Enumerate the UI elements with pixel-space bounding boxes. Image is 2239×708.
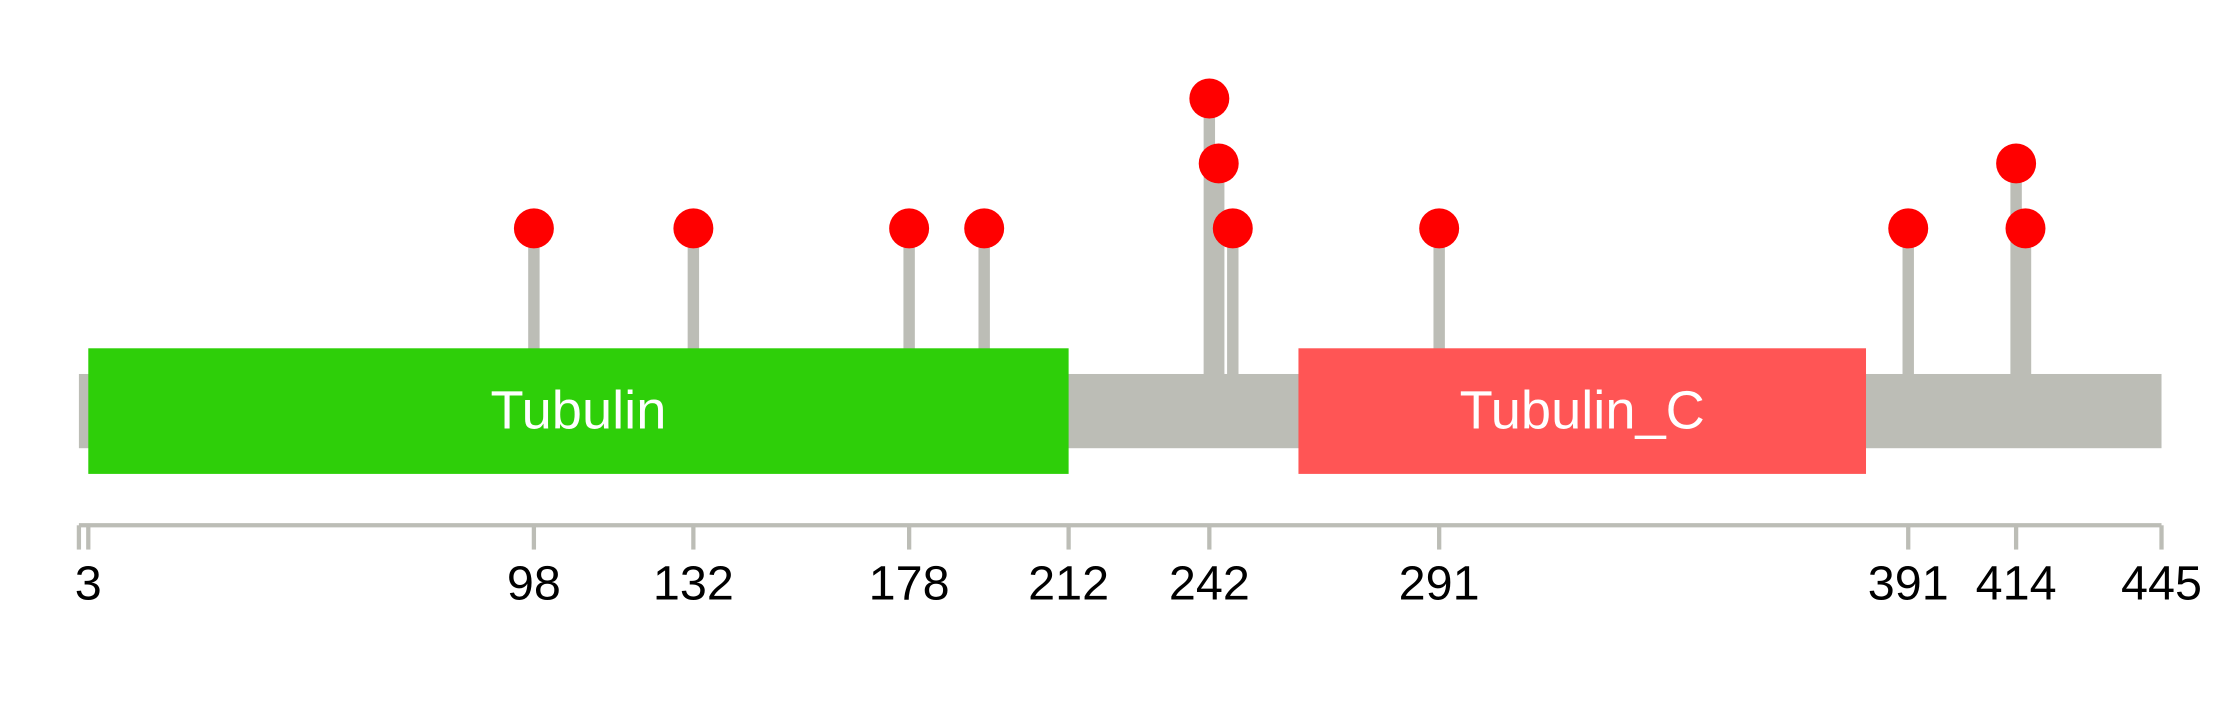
x-tick-label: 212 bbox=[1028, 556, 1109, 610]
lollipop-head bbox=[2005, 208, 2046, 249]
x-tick-label: 178 bbox=[869, 556, 950, 610]
domain bbox=[88, 348, 1069, 474]
x-tick-label: 132 bbox=[653, 556, 734, 610]
x-tick-label: 414 bbox=[1976, 556, 2057, 610]
domain bbox=[1298, 348, 1867, 474]
x-tick-label: 445 bbox=[2121, 556, 2202, 610]
x-tick-label: 98 bbox=[507, 556, 561, 610]
lollipop-head bbox=[889, 208, 930, 249]
domain-label: Tubulin bbox=[491, 380, 667, 440]
lollipop-head bbox=[1189, 78, 1230, 119]
lollipop-head bbox=[1888, 208, 1929, 249]
lollipop-head bbox=[1419, 208, 1460, 249]
lollipop-head bbox=[673, 208, 714, 249]
x-tick-label: 3 bbox=[75, 556, 102, 610]
lollipop-head bbox=[964, 208, 1005, 249]
lollipop-head bbox=[1996, 143, 2037, 184]
x-tick-label: 291 bbox=[1399, 556, 1480, 610]
x-tick-label: 242 bbox=[1169, 556, 1250, 610]
lollipop-head bbox=[1198, 143, 1239, 184]
lollipop-head bbox=[513, 208, 554, 249]
domain-label: Tubulin_C bbox=[1460, 380, 1705, 440]
lollipop-head bbox=[1212, 208, 1253, 249]
x-tick-label: 391 bbox=[1868, 556, 1949, 610]
